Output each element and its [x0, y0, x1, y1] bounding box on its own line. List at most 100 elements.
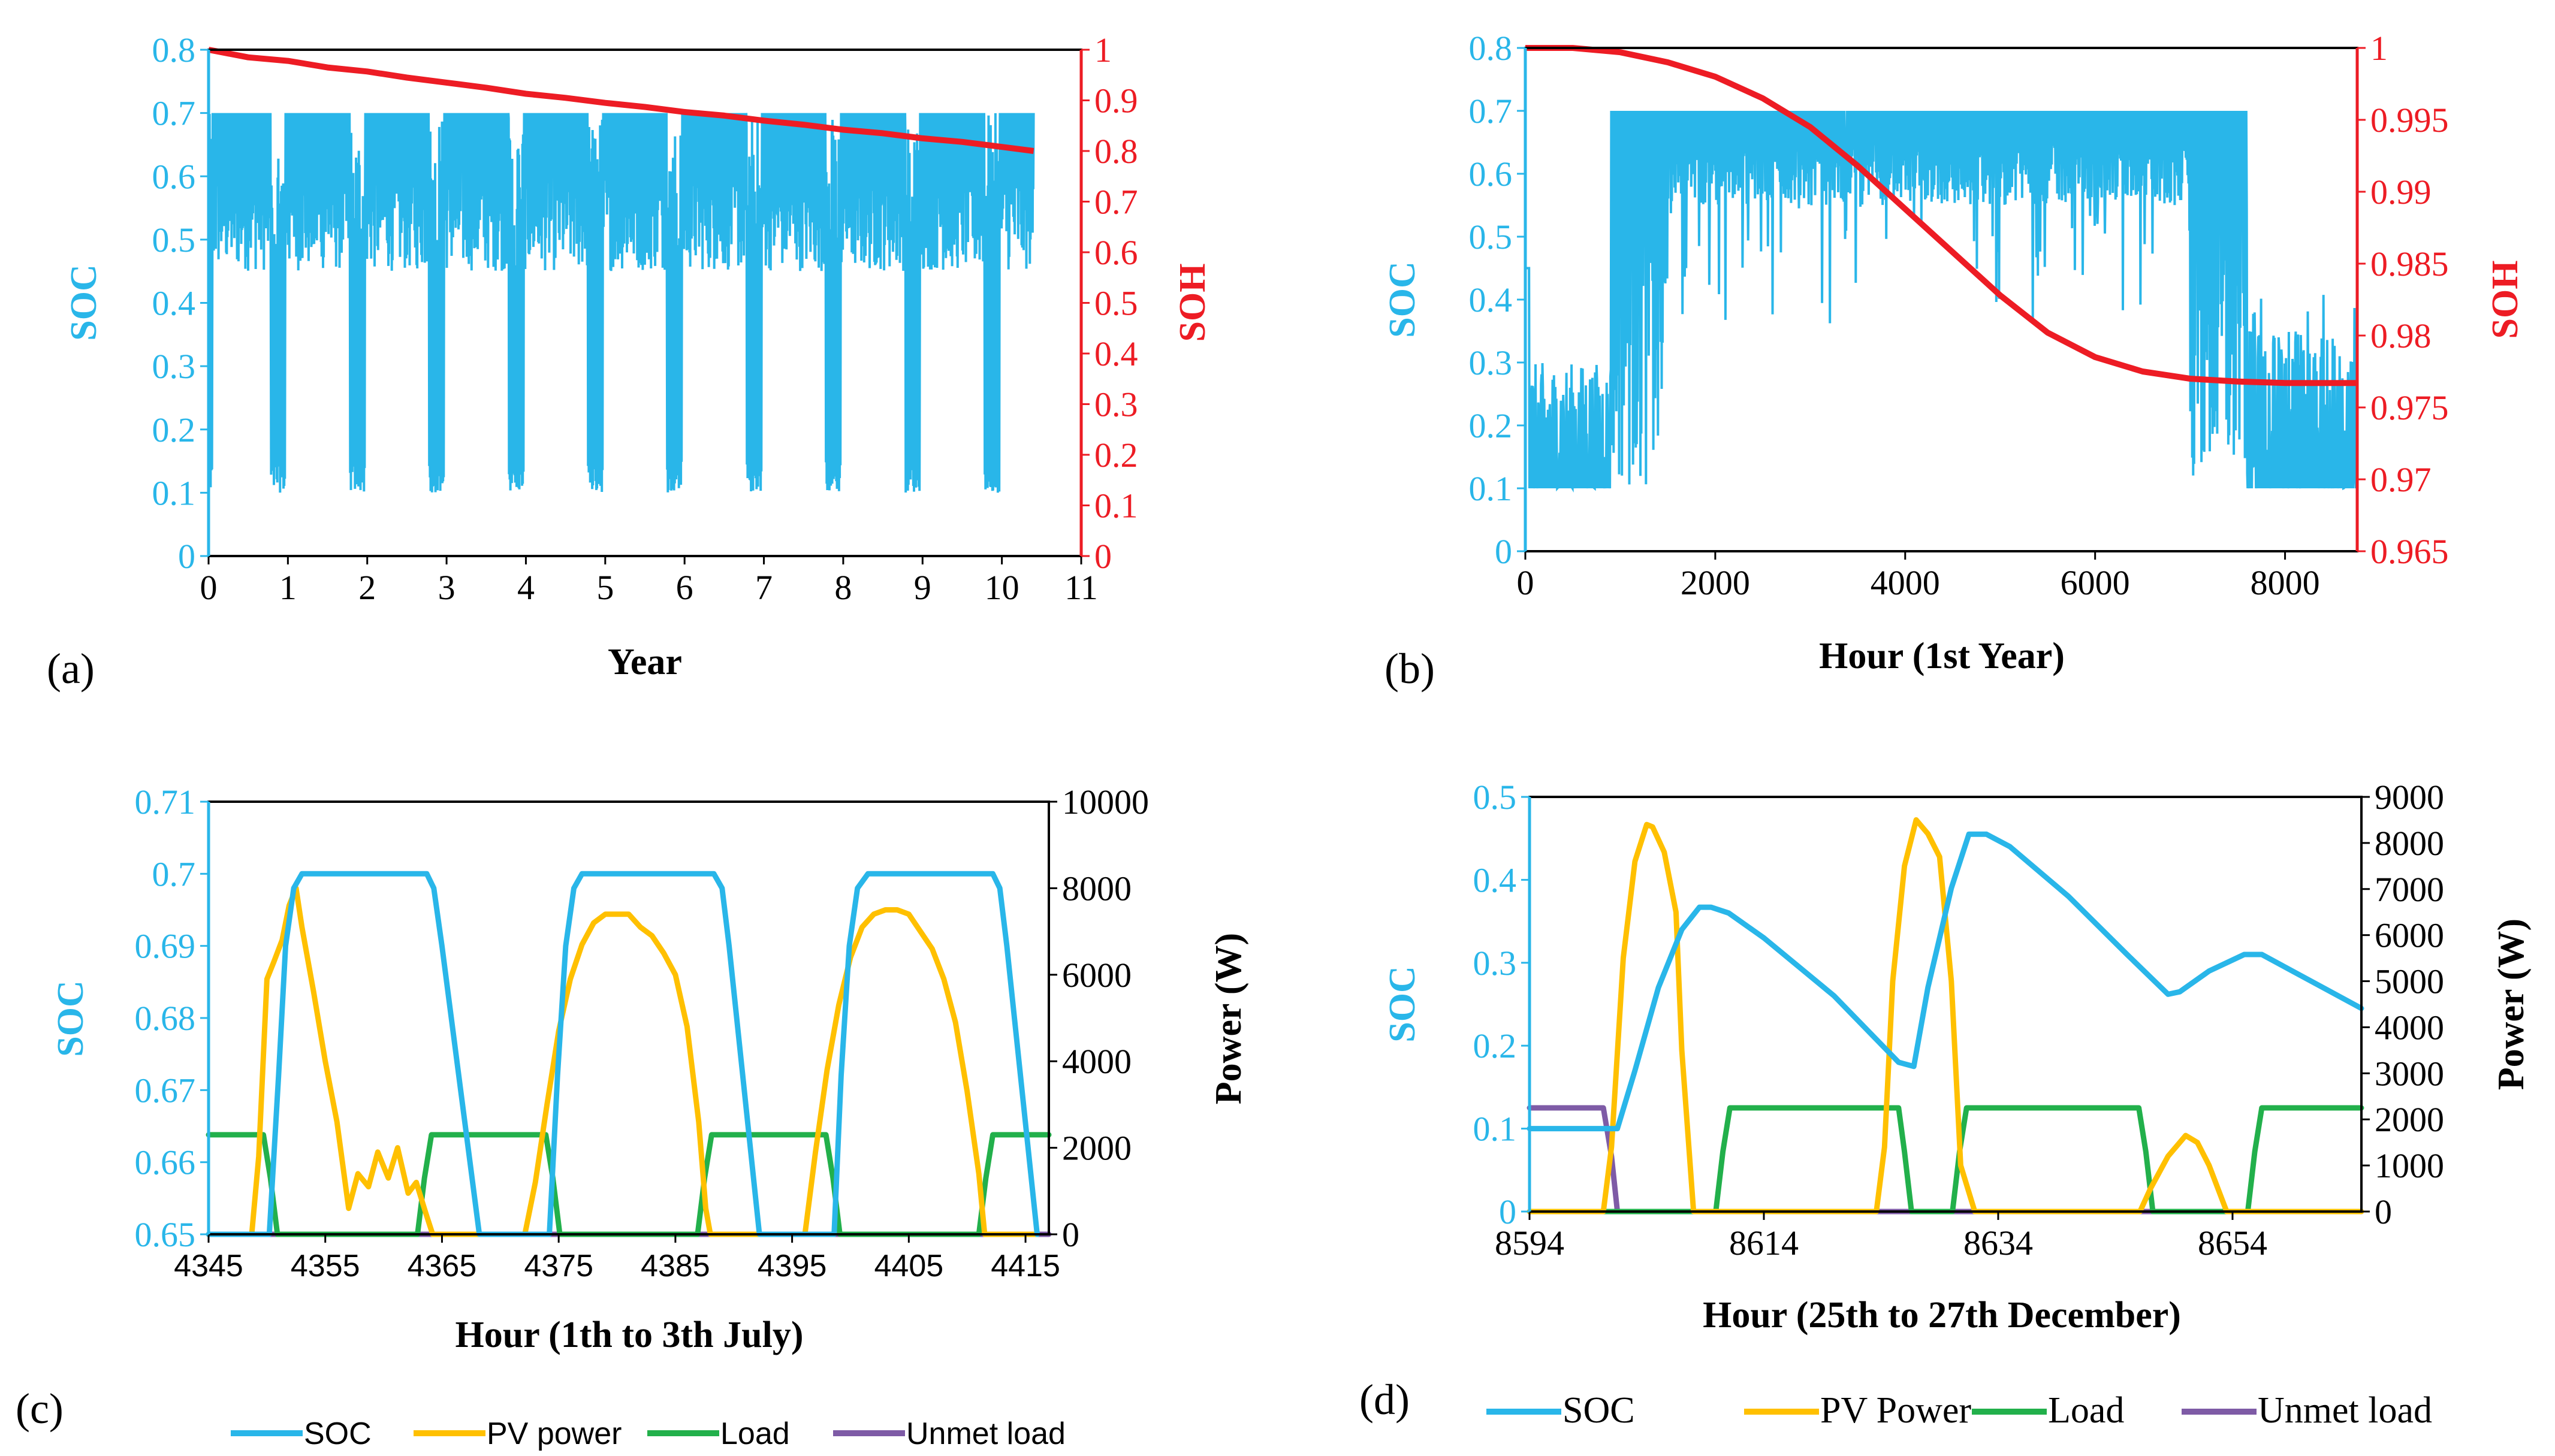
panel-c-ylabel-right: Power (W) — [1208, 933, 1249, 1104]
panel-d-ylabel-right: Power (W) — [2491, 919, 2532, 1090]
series-load — [206, 1132, 1052, 1237]
series-soc — [1525, 110, 2358, 493]
panel-b-plot — [1525, 45, 2358, 493]
y-right-tick-label: 0.9 — [1094, 81, 1138, 120]
panel-c-legend: SOC PV power Load Unmet load — [231, 1416, 1066, 1451]
y-right-tick-label: 0 — [1094, 537, 1112, 576]
x-tick-label: 0 — [1517, 563, 1534, 602]
legend-label: Unmet load — [906, 1416, 1066, 1451]
y-right-tick-label: 9000 — [2375, 778, 2444, 817]
x-tick-label: 4365 — [408, 1249, 477, 1283]
y-right-tick-label: 0 — [1062, 1215, 1079, 1254]
y-right-tick-label: 10000 — [1062, 783, 1149, 821]
y-left-tick-label: 0.1 — [152, 473, 196, 512]
y-right-tick-label: 1000 — [2375, 1146, 2444, 1185]
panel-a-label: (a) — [47, 645, 95, 693]
y-left-tick-label: 0.3 — [1473, 944, 1517, 983]
x-tick-label: 4000 — [1871, 563, 1940, 602]
y-right-tick-label: 1 — [1094, 31, 1112, 70]
x-tick-label: 4415 — [991, 1249, 1060, 1283]
y-left-tick-label: 0.2 — [1469, 406, 1513, 445]
legend-label: Load — [720, 1416, 790, 1451]
y-right-tick-label: 0.1 — [1094, 487, 1138, 525]
y-left-tick-label: 0.71 — [135, 783, 196, 821]
panel-d-xlabel: Hour (25th to 27th December) — [1703, 1295, 2181, 1336]
y-left-tick-label: 0.4 — [152, 284, 196, 323]
x-tick-label: 4405 — [874, 1249, 943, 1283]
panel-b-ylabel-right: SOH — [2485, 261, 2526, 339]
y-right-tick-label: 0.3 — [1094, 385, 1138, 424]
y-right-tick-label: 0.6 — [1094, 233, 1138, 272]
legend-label: SOC — [1562, 1390, 1635, 1431]
x-tick-label: 2000 — [1681, 563, 1750, 602]
y-right-tick-label: 3000 — [2375, 1054, 2444, 1093]
legend-label: SOC — [304, 1416, 372, 1451]
panel-d: 8594 8614 8634 8654 0 0.1 0.2 0.3 0.4 0.5 0 1000 200… — [1359, 778, 2532, 1431]
y-left-tick-label: 0.8 — [1469, 29, 1513, 68]
panel-c-ticks: 4345 4355 4365 4375 4385 4395 4405 4415 0.65 0.66… — [135, 783, 1150, 1283]
series-pv-power — [1527, 817, 2364, 1215]
y-right-tick-label: 2000 — [1062, 1129, 1132, 1168]
panel-a: 0 1 2 3 4 5 6 7 8 9 10 1100.10.20.30.40.50.60.70.80… — [47, 31, 1213, 693]
y-right-tick-label: 1 — [2370, 29, 2388, 68]
y-left-tick-label: 0 — [1495, 532, 1512, 571]
y-right-tick-label: 0 — [2375, 1192, 2392, 1231]
y-right-tick-label: 0.975 — [2370, 388, 2449, 427]
x-tick-label: 4355 — [291, 1249, 360, 1283]
series-soh — [1525, 45, 2357, 386]
panel-d-label: (d) — [1359, 1376, 1410, 1424]
y-left-tick-label: 0.3 — [1469, 343, 1513, 382]
y-left-tick-label: 0.2 — [1473, 1026, 1517, 1065]
panel-d-legend: SOC PV Power Load Unmet load — [1486, 1390, 2432, 1431]
legend-label: PV power — [487, 1416, 622, 1451]
x-tick-label: 3 — [438, 568, 456, 607]
panel-a-xlabel: Year — [608, 642, 682, 682]
y-left-tick-label: 0.5 — [1469, 218, 1513, 256]
panel-c-label: (c) — [16, 1385, 64, 1433]
x-tick-label: 8654 — [2198, 1224, 2267, 1262]
y-left-tick-label: 0.69 — [135, 927, 196, 966]
series-soc — [207, 113, 1035, 493]
y-left-tick-label: 0.4 — [1473, 860, 1517, 899]
y-right-tick-label: 8000 — [1062, 869, 1132, 908]
panel-b-ylabel-left: SOC — [1382, 261, 1423, 337]
series-soh — [208, 47, 1034, 154]
x-tick-label: 11 — [1064, 568, 1098, 607]
y-right-tick-label: 4000 — [2375, 1008, 2444, 1047]
y-right-tick-label: 0.7 — [1094, 183, 1138, 222]
x-tick-label: 10 — [985, 568, 1019, 607]
panel-a-ylabel-right: SOH — [1172, 264, 1213, 342]
x-tick-label: 8614 — [1729, 1224, 1799, 1262]
panel-b-xlabel: Hour (1st Year) — [1819, 636, 2065, 676]
y-right-tick-label: 4000 — [1062, 1042, 1132, 1081]
y-right-tick-label: 0.2 — [1094, 436, 1138, 475]
y-left-tick-label: 0.3 — [152, 347, 196, 386]
y-right-tick-label: 6000 — [2375, 916, 2444, 955]
x-tick-label: 8634 — [1963, 1224, 2033, 1262]
y-left-tick-label: 0.4 — [1469, 280, 1513, 319]
y-left-tick-label: 0.7 — [1469, 92, 1513, 131]
panel-b: 0 2000 4000 6000 8000 0 0.1 0.2 0.3 0.4 0.5 0.6 0.7 0… — [1382, 29, 2526, 693]
y-left-tick-label: 0.68 — [135, 999, 196, 1038]
y-right-tick-label: 5000 — [2375, 962, 2444, 1001]
y-right-tick-label: 7000 — [2375, 870, 2444, 909]
y-left-tick-label: 0.1 — [1473, 1110, 1517, 1149]
y-right-tick-label: 0.99 — [2370, 173, 2432, 212]
panel-a-ticks: 0 1 2 3 4 5 6 7 8 9 10 1100.10.20.30.40.50.60.70.80… — [152, 31, 1138, 607]
panel-c-xlabel: Hour (1th to 3th July) — [455, 1315, 803, 1355]
x-tick-label: 2 — [358, 568, 376, 607]
x-tick-label: 9 — [914, 568, 931, 607]
y-right-tick-label: 0.995 — [2370, 101, 2449, 140]
x-tick-label: 7 — [755, 568, 773, 607]
y-right-tick-label: 2000 — [2375, 1100, 2444, 1139]
panel-d-ylabel-left: SOC — [1382, 966, 1423, 1042]
y-right-tick-label: 0.97 — [2370, 460, 2432, 499]
panel-d-plot — [1527, 817, 2364, 1215]
x-tick-label: 4 — [517, 568, 535, 607]
x-tick-label: 8 — [834, 568, 852, 607]
panel-c-ylabel-left: SOC — [50, 980, 91, 1056]
legend-label: Unmet load — [2258, 1390, 2432, 1431]
legend-label: PV Power — [1820, 1390, 1971, 1431]
x-tick-label: 5 — [596, 568, 614, 607]
